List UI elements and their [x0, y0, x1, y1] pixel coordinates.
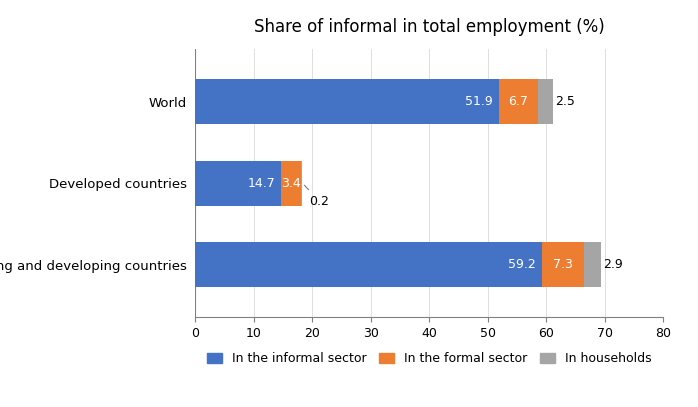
- Text: 51.9: 51.9: [466, 95, 493, 108]
- Bar: [584, 242, 601, 287]
- Bar: [499, 79, 538, 124]
- Bar: [195, 242, 542, 287]
- Text: 6.7: 6.7: [508, 95, 528, 108]
- Text: 3.4: 3.4: [281, 177, 301, 190]
- Text: 7.3: 7.3: [553, 258, 573, 271]
- Title: Share of informal in total employment (%): Share of informal in total employment (%…: [254, 18, 604, 36]
- Text: 2.9: 2.9: [604, 258, 623, 271]
- Bar: [281, 161, 302, 206]
- Text: 0.2: 0.2: [304, 185, 329, 208]
- Legend: In the informal sector, In the formal sector, In households: In the informal sector, In the formal se…: [202, 347, 657, 370]
- Bar: [542, 242, 584, 287]
- Text: 59.2: 59.2: [508, 258, 535, 271]
- Text: 14.7: 14.7: [248, 177, 276, 190]
- Text: 2.5: 2.5: [555, 95, 575, 108]
- Bar: [538, 79, 553, 124]
- Bar: [195, 161, 281, 206]
- Bar: [195, 79, 499, 124]
